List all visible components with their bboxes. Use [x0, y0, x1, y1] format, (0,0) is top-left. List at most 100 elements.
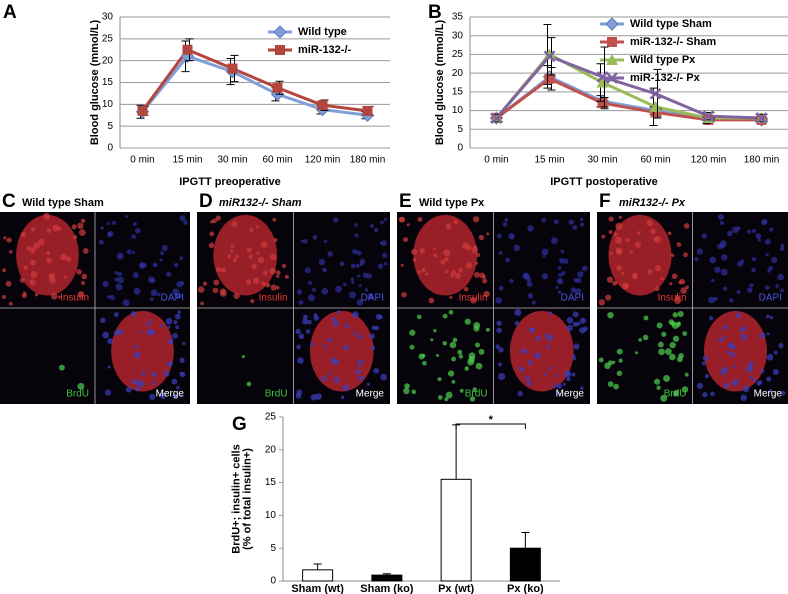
- cell: [321, 376, 327, 382]
- cell: [542, 254, 546, 258]
- cell: [353, 331, 358, 336]
- cell: [572, 356, 577, 361]
- cell: [107, 338, 114, 345]
- cell: [475, 252, 481, 258]
- cell: [227, 254, 232, 259]
- panel-title: miR132-/- Sham: [219, 197, 302, 209]
- cell: [433, 328, 437, 333]
- cell: [458, 267, 463, 273]
- cell: [760, 369, 765, 374]
- point: [362, 105, 373, 116]
- cell: [546, 344, 551, 349]
- cell: [605, 294, 612, 301]
- y-axis-title: Blood glucose (mmol/L): [434, 20, 446, 146]
- cell: [653, 237, 658, 242]
- cell: [175, 293, 182, 299]
- cell: [2, 268, 7, 273]
- cell: [618, 358, 623, 363]
- cell: [340, 395, 345, 400]
- cell: [615, 222, 623, 230]
- cell: [166, 361, 173, 368]
- cell: [616, 265, 622, 271]
- cell: [251, 263, 257, 270]
- cell: [37, 238, 45, 246]
- cell: [526, 380, 532, 386]
- cell: [669, 282, 673, 286]
- cell: [174, 313, 181, 320]
- cell: [534, 352, 542, 360]
- cell: [751, 378, 756, 382]
- cell: [367, 293, 374, 300]
- cell: [133, 287, 141, 295]
- point: [543, 48, 556, 60]
- cell: [454, 272, 461, 279]
- cell: [616, 348, 623, 355]
- cell: [553, 219, 559, 225]
- cell: [400, 263, 404, 267]
- cell: [333, 359, 340, 366]
- cell: [166, 271, 172, 277]
- cell: [318, 258, 326, 266]
- cell: [459, 388, 464, 393]
- channel-label: Insulin: [658, 293, 687, 304]
- cell: [685, 285, 689, 290]
- cell: [768, 265, 773, 271]
- legend-marker: [605, 17, 619, 31]
- cell: [495, 297, 503, 304]
- cell: [566, 317, 574, 324]
- cell: [350, 263, 356, 269]
- cell: [52, 224, 59, 232]
- cell: [117, 276, 124, 284]
- cell: [124, 214, 128, 218]
- cell: [357, 274, 361, 278]
- cell: [527, 225, 534, 232]
- cell: [618, 215, 623, 220]
- cell: [730, 352, 736, 358]
- cell: [34, 292, 39, 297]
- y-axis-title: Blood glucose (mmol/L): [89, 20, 101, 146]
- cell: [179, 215, 186, 222]
- cell: [473, 271, 480, 278]
- y-tick-label: 0: [107, 143, 113, 154]
- cell: [275, 274, 280, 278]
- cell: [457, 349, 463, 355]
- cell: [437, 395, 443, 400]
- cell: [230, 244, 235, 249]
- cell: [505, 257, 510, 263]
- channel-label: DAPI: [361, 293, 384, 304]
- cell: [179, 371, 186, 378]
- y-tick-label: 5: [107, 121, 113, 132]
- cell: [478, 234, 485, 241]
- cell: [642, 334, 649, 341]
- panel-letter: F: [599, 191, 611, 212]
- cell: [46, 228, 52, 233]
- cell: [65, 256, 72, 262]
- cell: [672, 312, 678, 318]
- cell: [576, 321, 581, 326]
- cell: [71, 224, 77, 230]
- image-panel: Insulin DAPI BrdU Merge: [397, 212, 590, 404]
- cell: [613, 383, 620, 390]
- cell: [114, 277, 119, 282]
- cell: [106, 295, 111, 299]
- cell: [462, 242, 469, 250]
- cell: [720, 369, 727, 376]
- y-tick-label: 10: [102, 99, 114, 110]
- cell: [452, 337, 458, 343]
- cell: [352, 248, 358, 255]
- cell: [51, 273, 56, 278]
- cell: [107, 365, 111, 369]
- cell: [719, 220, 725, 226]
- cell: [504, 218, 509, 222]
- cell: [342, 282, 347, 287]
- bar: [509, 547, 541, 582]
- x-tick-label: 120 min: [305, 155, 341, 166]
- cell: [616, 370, 623, 377]
- cell: [147, 276, 155, 284]
- cell: [762, 218, 768, 225]
- cell: [496, 320, 502, 326]
- cell: [60, 253, 67, 261]
- y-tick-label: 25: [102, 33, 114, 44]
- cell: [265, 282, 271, 288]
- x-tick-label: 30 min: [587, 155, 617, 166]
